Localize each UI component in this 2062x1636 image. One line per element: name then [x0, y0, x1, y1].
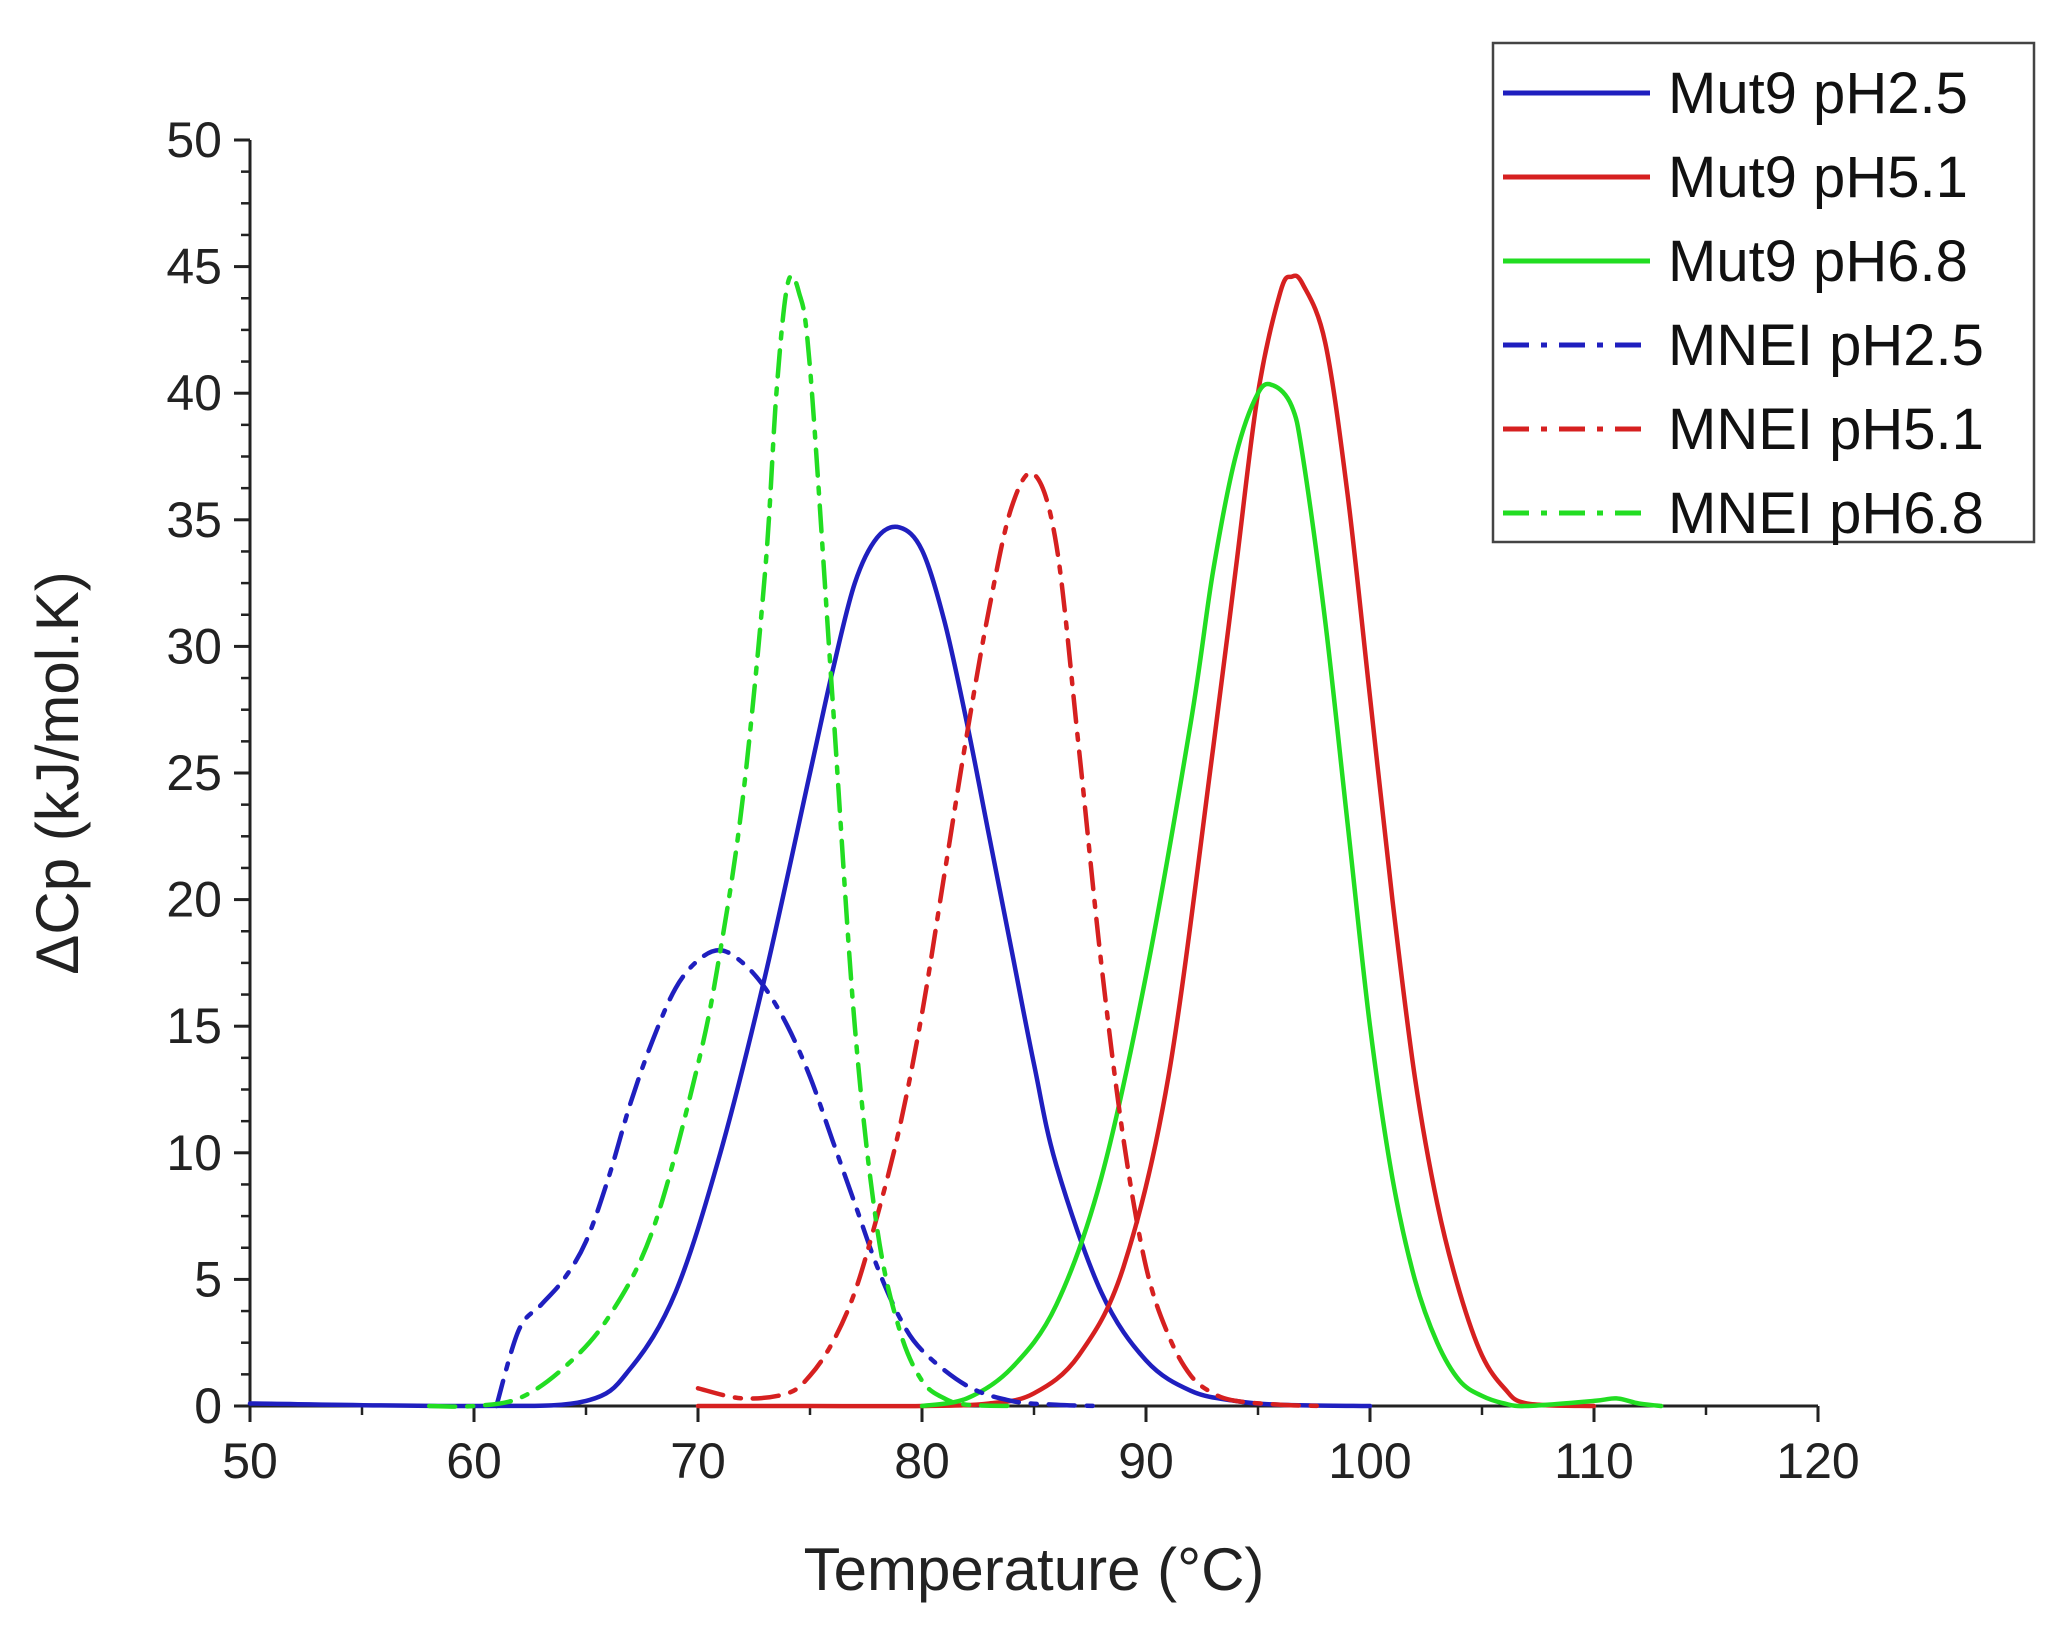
- legend-label: Mut9 pH6.8: [1668, 229, 1968, 294]
- x-tick-label: 50: [222, 1433, 278, 1489]
- y-axis-title: ΔCp (kJ/mol.K): [24, 571, 91, 974]
- x-tick-label: 110: [1554, 1433, 1634, 1489]
- x-tick-label: 60: [446, 1433, 502, 1489]
- legend-label: MNEI pH6.8: [1668, 481, 1984, 546]
- legend-frame: [1491, 41, 2036, 544]
- y-tick-label: 5: [194, 1251, 222, 1307]
- legend-label: Mut9 pH2.5: [1668, 61, 1968, 126]
- y-tick-label: 15: [166, 998, 222, 1054]
- x-tick-label: 100: [1328, 1433, 1411, 1489]
- y-ticks: 0 5 10 15 20 25 30 35 40 45 50: [166, 112, 250, 1434]
- x-tick-label: 80: [894, 1433, 950, 1489]
- y-tick-label: 40: [166, 365, 222, 421]
- x-tick-label: 90: [1118, 1433, 1174, 1489]
- series-line-mnei-ph5-1: [695, 470, 1328, 1409]
- y-tick-label: 50: [166, 112, 222, 168]
- series-layer: [247, 273, 1664, 1409]
- y-tick-label: 45: [166, 239, 222, 295]
- x-axis-title: Temperature (°C): [804, 1536, 1265, 1603]
- axes: 50 60 70 80 90 100 110 120 0 5 10 15 20 25 30 35 40 45 50: [166, 112, 1859, 1489]
- series-line-mnei-ph6-8: [426, 273, 1014, 1409]
- legend: Mut9 pH2.5 Mut9 pH5.1 Mut9 pH6.8 MNEI pH2.5…: [1491, 41, 2036, 546]
- legend-label: MNEI pH2.5: [1668, 313, 1984, 378]
- y-tick-label: 0: [194, 1378, 222, 1434]
- x-tick-label: 120: [1776, 1433, 1859, 1489]
- y-tick-label: 35: [166, 492, 222, 548]
- legend-items: Mut9 pH2.5 Mut9 pH5.1 Mut9 pH6.8 MNEI pH2.5…: [1503, 61, 1984, 546]
- series-line-mut9-ph6-8: [919, 381, 1664, 1409]
- x-ticks: 50 60 70 80 90 100 110 120: [222, 1406, 1860, 1489]
- series-line-mut9-ph2-5: [247, 524, 1373, 1409]
- series-line-mut9-ph5-1: [695, 273, 1597, 1409]
- y-tick-label: 20: [166, 872, 222, 928]
- legend-label: Mut9 pH5.1: [1668, 145, 1968, 210]
- y-tick-label: 30: [166, 618, 222, 674]
- x-tick-label: 70: [670, 1433, 726, 1489]
- series-line-mnei-ph2-5: [494, 947, 1104, 1409]
- legend-label: MNEI pH5.1: [1668, 397, 1984, 462]
- y-tick-label: 10: [166, 1125, 222, 1181]
- y-tick-label: 25: [166, 745, 222, 801]
